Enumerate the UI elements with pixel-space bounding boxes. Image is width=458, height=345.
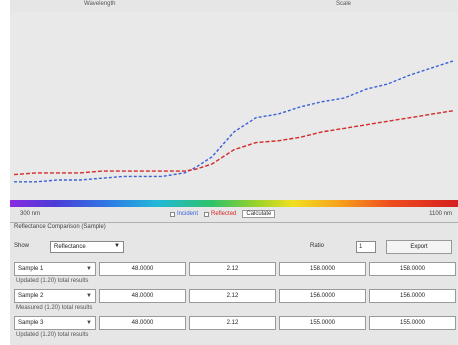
value-cell[interactable]: 2.12: [189, 262, 276, 276]
sample-select-value: Sample 1: [18, 266, 44, 272]
spectrum-chart: [10, 12, 458, 200]
sample-select[interactable]: Sample 2 ▼: [14, 289, 96, 303]
incident-checkbox[interactable]: [170, 211, 175, 217]
series-line-incident: [14, 60, 455, 183]
value-cell[interactable]: 2.12: [189, 289, 276, 303]
value-cell[interactable]: 156.0000: [279, 289, 366, 303]
calculate-button[interactable]: Calculate: [242, 210, 276, 218]
value-cell[interactable]: 158.0000: [279, 262, 366, 276]
wavelength-min-label: 300 nm: [20, 211, 41, 217]
ratio-input[interactable]: 1: [356, 241, 376, 253]
show-label: Show: [14, 243, 30, 249]
value-cell[interactable]: 2.12: [189, 316, 276, 330]
top-labels: Wavelength Scale: [10, 0, 458, 12]
sample-select-value: Sample 2: [18, 293, 44, 299]
legend-reflected-label: Reflected: [211, 211, 237, 217]
legend-incident[interactable]: Incident: [170, 211, 198, 217]
value-cell[interactable]: 155.0000: [279, 316, 366, 330]
top-left-label: Wavelength: [84, 1, 116, 7]
export-button[interactable]: Export: [386, 240, 452, 254]
wavelength-spectrum-bar: [10, 200, 458, 207]
value-cell[interactable]: 48.0000: [99, 289, 186, 303]
value-cell[interactable]: 48.0000: [99, 316, 186, 330]
row-caption: Updated (1.20) total results: [16, 332, 89, 338]
mode-select[interactable]: Reflectance ▼: [50, 241, 124, 253]
value-cell[interactable]: 158.0000: [369, 262, 456, 276]
table-row: Sample 3 ▼ 48.0000 2.12 155.0000 155.000…: [10, 316, 458, 343]
ratio-label: Ratio: [310, 243, 325, 249]
legend: Incident Reflected Calculate: [170, 210, 276, 218]
top-right-label: Scale: [336, 1, 352, 7]
value-cell[interactable]: 155.0000: [369, 316, 456, 330]
legend-row: 300 nm Incident Reflected Calculate 1100…: [10, 208, 458, 220]
legend-incident-label: Incident: [177, 211, 199, 217]
table-row: Sample 1 ▼ 48.0000 2.12 158.0000 158.000…: [10, 262, 458, 289]
wavelength-max-label: 1100 nm: [429, 211, 452, 217]
sample-rows: Sample 1 ▼ 48.0000 2.12 158.0000 158.000…: [10, 262, 458, 343]
table-row: Sample 2 ▼ 48.0000 2.12 156.0000 156.000…: [10, 289, 458, 316]
row-caption: Measured (1.20) total results: [16, 305, 93, 311]
spectrometer-app: Wavelength Scale 300 nm Incident Reflect…: [10, 0, 458, 345]
series-line-reflected: [13, 109, 455, 176]
value-cell[interactable]: 48.0000: [99, 262, 186, 276]
chevron-down-icon: ▼: [86, 293, 92, 299]
reflected-checkbox[interactable]: [204, 211, 210, 217]
legend-reflected[interactable]: Reflected: [204, 211, 236, 217]
value-cell[interactable]: 156.0000: [369, 289, 456, 303]
sample-select[interactable]: Sample 1 ▼: [14, 262, 96, 276]
chevron-down-icon: ▼: [86, 320, 92, 326]
sample-select[interactable]: Sample 3 ▼: [14, 316, 96, 330]
chevron-down-icon: ▼: [86, 266, 92, 272]
controls-row: Show Reflectance ▼ Ratio 1 Export: [10, 240, 458, 256]
chart-svg: [13, 60, 455, 183]
mode-select-value: Reflectance: [54, 244, 86, 250]
sample-select-value: Sample 3: [18, 320, 44, 326]
chevron-down-icon: ▼: [114, 243, 120, 249]
row-caption: Updated (1.20) total results: [16, 278, 89, 284]
divider: [10, 222, 458, 223]
section-header: Reflectance Comparison (Sample): [14, 224, 106, 230]
